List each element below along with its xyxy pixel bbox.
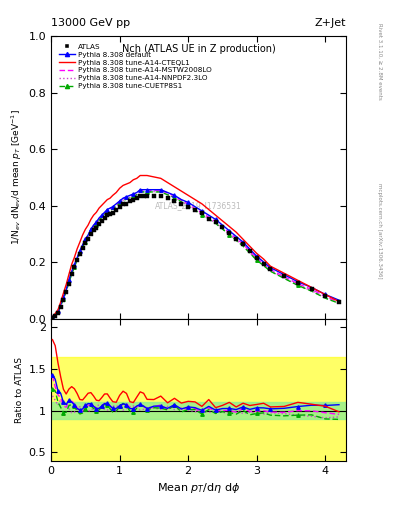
Y-axis label: 1/N$_{ev}$ dN$_{ev}$/d mean $p_T$ [GeV$^{-1}$]: 1/N$_{ev}$ dN$_{ev}$/d mean $p_T$ [GeV$^… <box>10 110 24 245</box>
X-axis label: Mean $p_T$/d$\eta$ d$\phi$: Mean $p_T$/d$\eta$ d$\phi$ <box>157 481 240 495</box>
Bar <box>51 402 346 419</box>
Text: mcplots.cern.ch [arXiv:1306.3436]: mcplots.cern.ch [arXiv:1306.3436] <box>377 183 382 278</box>
Text: ATLAS_2019_I1736531: ATLAS_2019_I1736531 <box>155 201 242 210</box>
Text: 13000 GeV pp: 13000 GeV pp <box>51 18 130 28</box>
Legend: ATLAS, Pythia 8.308 default, Pythia 8.308 tune-A14-CTEQL1, Pythia 8.308 tune-A14: ATLAS, Pythia 8.308 default, Pythia 8.30… <box>56 41 215 92</box>
Bar <box>51 357 346 465</box>
Text: Rivet 3.1.10, ≥ 2.8M events: Rivet 3.1.10, ≥ 2.8M events <box>377 23 382 100</box>
Y-axis label: Ratio to ATLAS: Ratio to ATLAS <box>15 357 24 423</box>
Text: Z+Jet: Z+Jet <box>314 18 346 28</box>
Text: Nch (ATLAS UE in Z production): Nch (ATLAS UE in Z production) <box>121 45 275 54</box>
